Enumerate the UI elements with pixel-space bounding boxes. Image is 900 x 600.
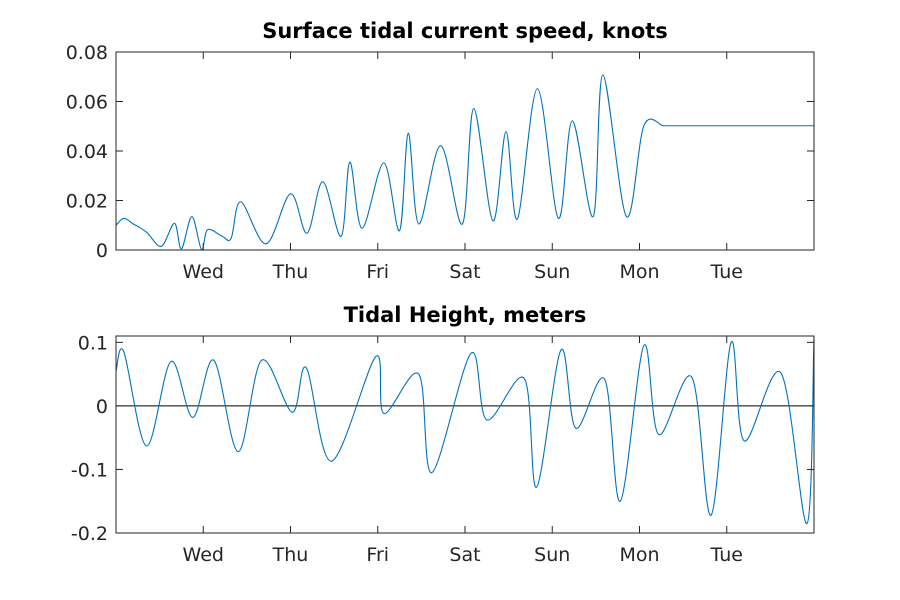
- x-tick-label: Tue: [710, 544, 743, 566]
- chart-title: Surface tidal current speed, knots: [262, 19, 668, 43]
- x-tick-label: Mon: [619, 544, 659, 566]
- x-tick-label: Thu: [272, 544, 309, 566]
- tidal-height-chart: Tidal Height, meters Wed Thu Fri Sat Sun Mon T…: [71, 303, 815, 566]
- x-tick-label: Fri: [366, 544, 389, 566]
- y-tick-label: 0.08: [66, 42, 108, 64]
- plot-area: [116, 74, 814, 250]
- series-line: [116, 74, 814, 250]
- axis-ticks: Wed Thu Fri Sat Sun Mon Tue -0.2 -0.1 0 0.1: [71, 332, 814, 566]
- series-line: [116, 336, 814, 525]
- axis-ticks: Wed Thu Fri Sat Sun Mon Tue 0 0.02 0.04 0.06 0.08: [66, 42, 814, 283]
- x-tick-label: Fri: [366, 261, 389, 283]
- x-tick-label: Sun: [534, 261, 570, 283]
- y-tick-label: 0.06: [66, 92, 108, 114]
- chart-title: Tidal Height, meters: [344, 303, 587, 327]
- x-tick-label: Wed: [183, 261, 224, 283]
- y-tick-label: 0.02: [66, 191, 108, 213]
- y-tick-label: -0.1: [71, 459, 108, 481]
- y-tick-label: 0.04: [66, 141, 108, 163]
- x-tick-label: Sat: [449, 261, 480, 283]
- x-tick-label: Thu: [272, 261, 309, 283]
- y-tick-label: 0: [96, 240, 108, 262]
- x-tick-label: Tue: [710, 261, 743, 283]
- y-tick-label: 0.1: [78, 332, 108, 354]
- y-tick-label: 0: [96, 396, 108, 418]
- x-tick-label: Mon: [619, 261, 659, 283]
- y-tick-label: -0.2: [71, 523, 108, 545]
- x-tick-label: Sun: [534, 544, 570, 566]
- x-tick-label: Wed: [183, 544, 224, 566]
- plot-area: [116, 336, 814, 525]
- current-speed-chart: Surface tidal current speed, knots Wed Th…: [66, 19, 815, 283]
- x-tick-label: Sat: [449, 544, 480, 566]
